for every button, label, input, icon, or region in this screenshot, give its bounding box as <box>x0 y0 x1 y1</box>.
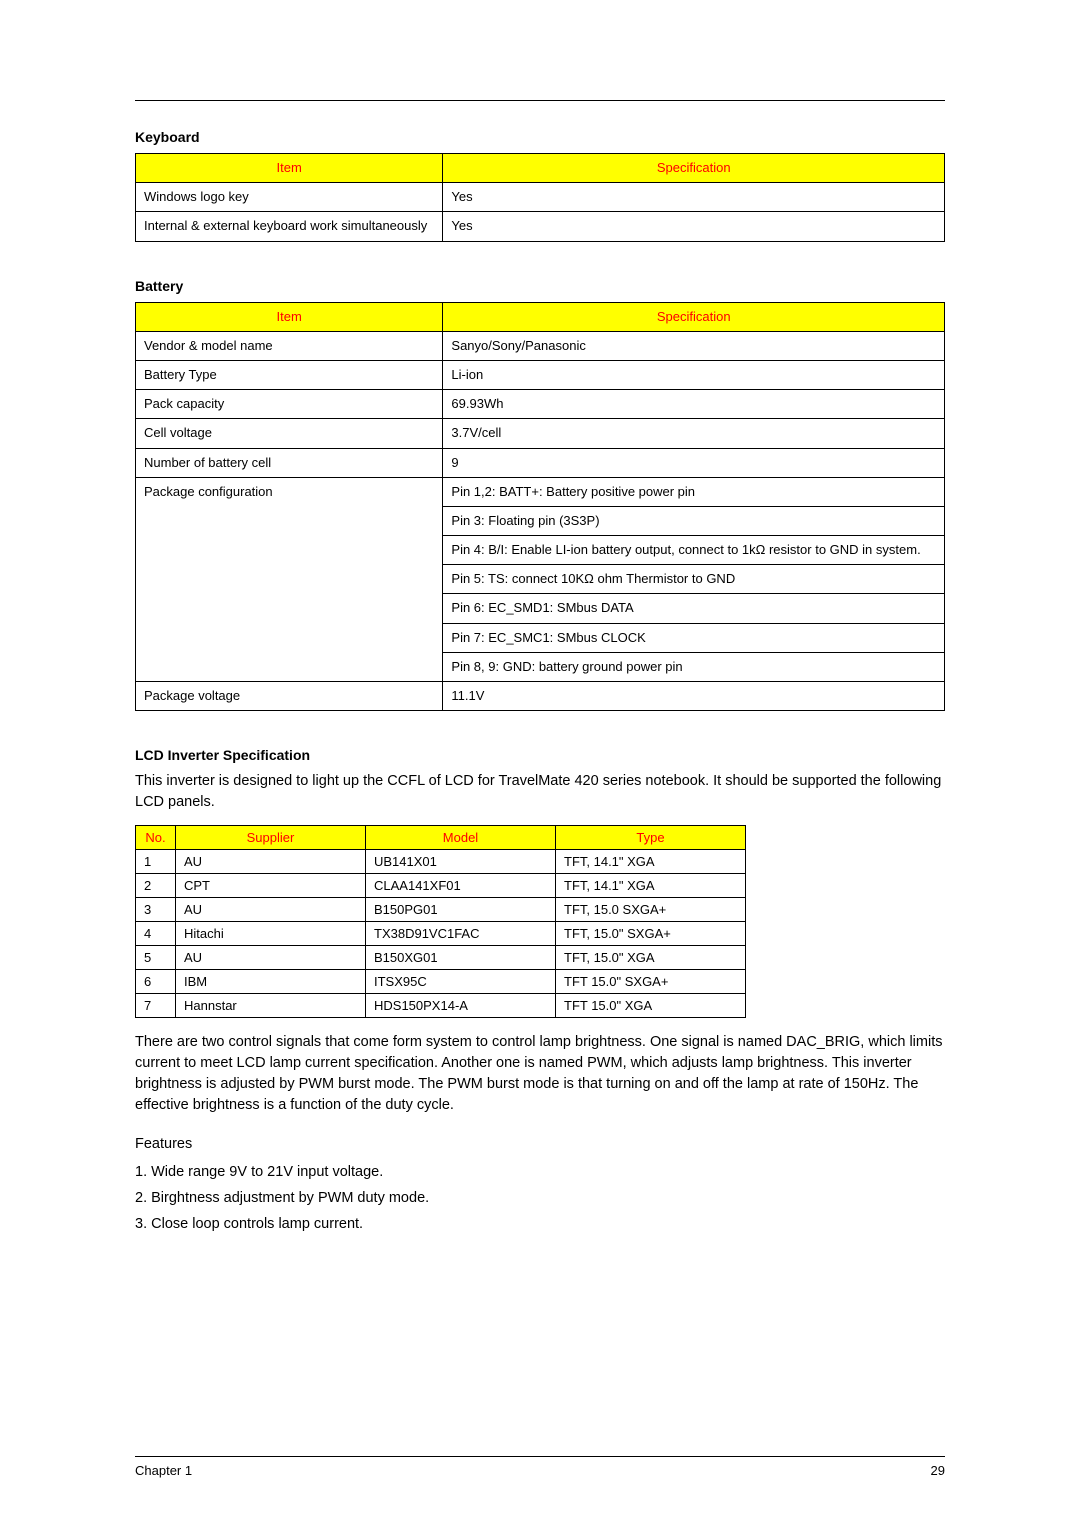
feature-item: 2. Birghtness adjustment by PWM duty mod… <box>135 1190 945 1206</box>
cell-item: Vendor & model name <box>136 331 443 360</box>
table-row: 3AUB150PG01TFT, 15.0 SXGA+ <box>136 898 746 922</box>
table-row: Package configuration Pin 1,2: BATT+: Ba… <box>136 477 945 506</box>
cell-type: TFT 15.0" XGA <box>556 994 746 1018</box>
table-header-row: No. Supplier Model Type <box>136 826 746 850</box>
cell-item: Windows logo key <box>136 183 443 212</box>
header-model: Model <box>366 826 556 850</box>
cell-no: 1 <box>136 850 176 874</box>
cell-item: Cell voltage <box>136 419 443 448</box>
cell-spec: 11.1V <box>443 682 945 711</box>
table-header-row: Item Specification <box>136 302 945 331</box>
keyboard-title: Keyboard <box>135 129 945 145</box>
keyboard-table: Item Specification Windows logo key Yes … <box>135 153 945 242</box>
header-item: Item <box>136 154 443 183</box>
table-row: Windows logo key Yes <box>136 183 945 212</box>
table-row: 6IBMITSX95CTFT 15.0" SXGA+ <box>136 970 746 994</box>
table-row: Pack capacity69.93Wh <box>136 390 945 419</box>
cell-supplier: IBM <box>176 970 366 994</box>
battery-title: Battery <box>135 278 945 294</box>
features-title: Features <box>135 1136 945 1152</box>
cell-no: 2 <box>136 874 176 898</box>
cell-type: TFT, 15.0" XGA <box>556 946 746 970</box>
lcd-paragraph: There are two control signals that come … <box>135 1032 945 1116</box>
table-row: Internal & external keyboard work simult… <box>136 212 945 241</box>
cell-no: 5 <box>136 946 176 970</box>
cell-type: TFT 15.0" SXGA+ <box>556 970 746 994</box>
lcd-title: LCD Inverter Specification <box>135 747 945 763</box>
footer-page: 29 <box>931 1463 945 1478</box>
cell-model: TX38D91VC1FAC <box>366 922 556 946</box>
table-row: 7HannstarHDS150PX14-ATFT 15.0" XGA <box>136 994 746 1018</box>
header-item: Item <box>136 302 443 331</box>
cell-spec: Pin 1,2: BATT+: Battery positive power p… <box>443 477 945 506</box>
cell-model: HDS150PX14-A <box>366 994 556 1018</box>
cell-spec: Pin 7: EC_SMC1: SMbus CLOCK <box>443 623 945 652</box>
cell-type: TFT, 14.1" XGA <box>556 850 746 874</box>
cell-spec: 69.93Wh <box>443 390 945 419</box>
cell-model: ITSX95C <box>366 970 556 994</box>
header-no: No. <box>136 826 176 850</box>
cell-item: Battery Type <box>136 360 443 389</box>
cell-spec: Li-ion <box>443 360 945 389</box>
table-header-row: Item Specification <box>136 154 945 183</box>
cell-item: Internal & external keyboard work simult… <box>136 212 443 241</box>
cell-no: 7 <box>136 994 176 1018</box>
cell-model: UB141X01 <box>366 850 556 874</box>
footer-chapter: Chapter 1 <box>135 1463 192 1478</box>
table-row: Number of battery cell9 <box>136 448 945 477</box>
page-footer: Chapter 1 29 <box>135 1456 945 1478</box>
cell-spec: Pin 6: EC_SMD1: SMbus DATA <box>443 594 945 623</box>
cell-model: CLAA141XF01 <box>366 874 556 898</box>
table-row: Package voltage 11.1V <box>136 682 945 711</box>
cell-spec: Pin 4: B/I: Enable LI-ion battery output… <box>443 536 945 565</box>
feature-item: 1. Wide range 9V to 21V input voltage. <box>135 1164 945 1180</box>
lcd-table: No. Supplier Model Type 1AUUB141X01TFT, … <box>135 825 746 1018</box>
cell-supplier: AU <box>176 850 366 874</box>
feature-item: 3. Close loop controls lamp current. <box>135 1216 945 1232</box>
header-supplier: Supplier <box>176 826 366 850</box>
cell-supplier: AU <box>176 898 366 922</box>
table-row: 2CPTCLAA141XF01TFT, 14.1" XGA <box>136 874 746 898</box>
cell-item: Number of battery cell <box>136 448 443 477</box>
cell-spec: Pin 5: TS: connect 10KΩ ohm Thermistor t… <box>443 565 945 594</box>
table-row: Cell voltage3.7V/cell <box>136 419 945 448</box>
header-spec: Specification <box>443 154 945 183</box>
cell-model: B150XG01 <box>366 946 556 970</box>
cell-spec: Sanyo/Sony/Panasonic <box>443 331 945 360</box>
cell-item: Package voltage <box>136 682 443 711</box>
header-spec: Specification <box>443 302 945 331</box>
cell-type: TFT, 15.0" SXGA+ <box>556 922 746 946</box>
cell-spec: 3.7V/cell <box>443 419 945 448</box>
lcd-intro: This inverter is designed to light up th… <box>135 771 945 813</box>
cell-pkg-cfg-label: Package configuration <box>136 477 443 681</box>
battery-table: Item Specification Vendor & model nameSa… <box>135 302 945 712</box>
top-rule <box>135 100 945 101</box>
cell-no: 6 <box>136 970 176 994</box>
table-row: 1AUUB141X01TFT, 14.1" XGA <box>136 850 746 874</box>
cell-supplier: Hitachi <box>176 922 366 946</box>
cell-model: B150PG01 <box>366 898 556 922</box>
cell-supplier: CPT <box>176 874 366 898</box>
cell-spec: Pin 8, 9: GND: battery ground power pin <box>443 652 945 681</box>
cell-spec: Yes <box>443 183 945 212</box>
cell-spec: 9 <box>443 448 945 477</box>
cell-supplier: Hannstar <box>176 994 366 1018</box>
table-row: Vendor & model nameSanyo/Sony/Panasonic <box>136 331 945 360</box>
cell-spec: Yes <box>443 212 945 241</box>
cell-no: 3 <box>136 898 176 922</box>
cell-type: TFT, 15.0 SXGA+ <box>556 898 746 922</box>
cell-type: TFT, 14.1" XGA <box>556 874 746 898</box>
cell-supplier: AU <box>176 946 366 970</box>
cell-spec: Pin 3: Floating pin (3S3P) <box>443 506 945 535</box>
cell-no: 4 <box>136 922 176 946</box>
table-row: 4HitachiTX38D91VC1FACTFT, 15.0" SXGA+ <box>136 922 746 946</box>
header-type: Type <box>556 826 746 850</box>
table-row: 5AUB150XG01TFT, 15.0" XGA <box>136 946 746 970</box>
cell-item: Pack capacity <box>136 390 443 419</box>
table-row: Battery TypeLi-ion <box>136 360 945 389</box>
